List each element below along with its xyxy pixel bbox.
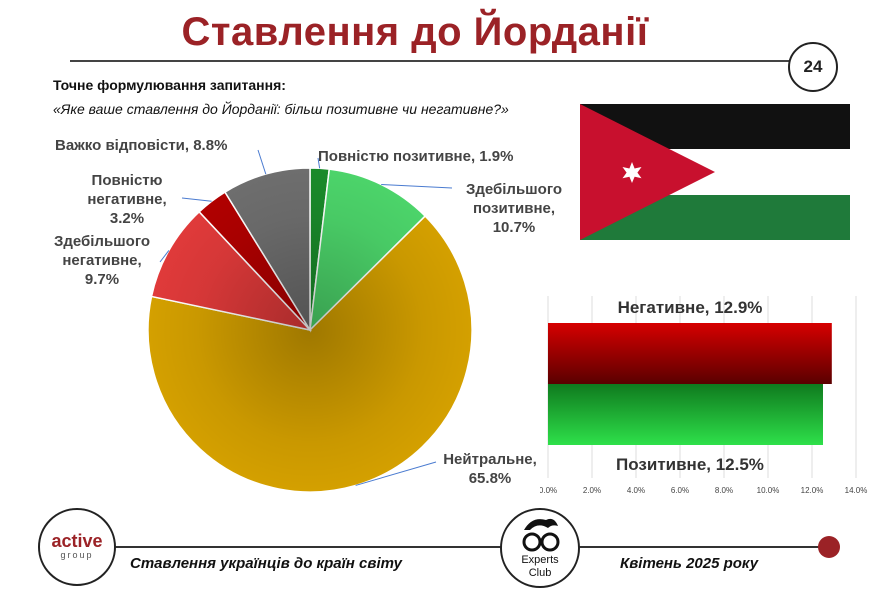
leader-line-fully-positive [317,157,321,169]
pie-label-mostly-negative-line2: негативне, [62,252,142,269]
page-number: 24 [788,42,838,92]
bar-chart: 0.0% 2.0% 4.0% 6.0% 8.0% 10.0% 12.0% 14.0% [540,296,868,495]
bar-tick-label: 4.0% [627,486,645,495]
pie-label-neutral-line1: Нейтральне, [443,451,537,468]
leader-line-mostly-positive [381,183,453,189]
bar-tick-label: 2.0% [583,486,601,495]
pie-label-fully-positive: Повністю позитивне, 1.9% [318,148,514,165]
bar-tick-label: 8.0% [715,486,733,495]
question-label: Точне формулювання запитання: [53,77,286,93]
title-divider [70,60,790,62]
bar-label-negative: Негативне, 12.9% [617,298,763,317]
bar-positive [548,384,823,445]
pie-shading [148,168,472,492]
leader-line-neutral [355,461,437,486]
pie-label-mostly-negative-line1: Здебільшого [53,233,151,250]
bar-tick-label: 0.0% [540,486,557,495]
pie-label-mostly-positive-line2: позитивне, [472,200,556,217]
jordan-flag-image [580,104,850,240]
footer-accent-dot [818,536,840,558]
pie-label-hard-to-say: Важко відповісти, 8.8% [55,137,228,154]
leader-line-hard-to-say [257,149,267,175]
footer-date: Квітень 2025 року [620,555,759,572]
leader-line-mostly-negative [159,250,170,263]
pie-label-fully-negative: Повністю негативне, 3.2% [72,171,182,228]
pie-label-mostly-positive: Здебільшого позитивне, 10.7% [454,180,574,237]
pie-label-neutral: Нейтральне, 65.8% [430,450,550,488]
pie-label-fully-negative-line2: негативне, 3.2% [87,191,167,227]
pie-label-mostly-positive-line3: 10.7% [492,219,536,236]
leader-line-fully-negative [181,197,212,202]
logo-text-club: Club [528,567,552,579]
logo-sub-text: group [60,550,94,560]
pie-label-mostly-negative-line3: 9.7% [84,271,120,288]
logo-text-experts: Experts [521,554,559,566]
bar-tick-label: 6.0% [671,486,689,495]
page-title: Ставлення до Йорданії [181,10,649,54]
star-icon [622,162,642,183]
glasses-face-icon [522,518,560,552]
question-text: «Яке ваше ставлення до Йорданії: більш п… [53,101,509,117]
pie-label-mostly-negative: Здебільшого негативне, 9.7% [40,232,164,289]
bar-tick-label: 14.0% [845,486,868,495]
bar-label-positive: Позитивне, 12.5% [616,455,764,474]
bar-negative [548,323,832,384]
bar-tick-label: 10.0% [757,486,780,495]
experts-club-logo: Experts Club [500,508,580,588]
bar-tick-label: 12.0% [801,486,824,495]
active-group-logo: active group [38,508,116,586]
pie-label-fully-negative-line1: Повністю [91,172,163,189]
pie-label-mostly-positive-line1: Здебільшого [465,181,563,198]
footer-report-title: Ставлення українців до країн світу [130,555,402,572]
logo-main-text: active [51,531,103,551]
pie-label-neutral-line2: 65.8% [468,470,512,487]
footer-divider [110,546,830,548]
